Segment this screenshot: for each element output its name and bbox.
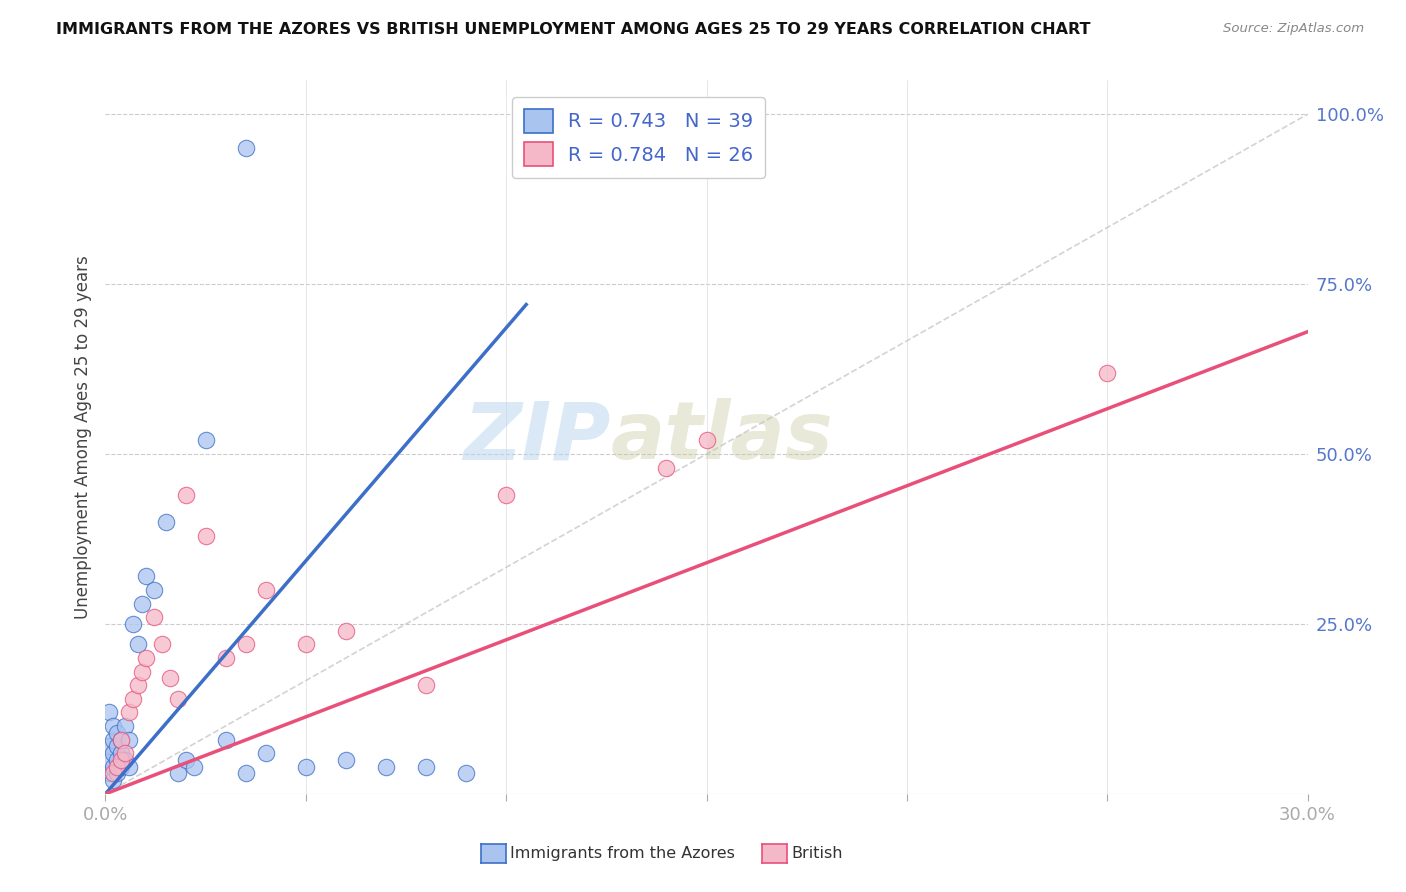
Point [122,617,145,632]
Point [214,732,236,747]
Point [174,753,197,767]
Point [103,719,125,733]
Text: IMMIGRANTS FROM THE AZORES VS BRITISH UNEMPLOYMENT AMONG AGES 25 TO 29 YEARS COR: IMMIGRANTS FROM THE AZORES VS BRITISH UN… [56,22,1091,37]
Point [295,637,318,651]
Point [103,732,125,747]
Point [335,753,357,767]
Point [114,719,136,733]
Point [166,691,188,706]
Point [166,766,188,780]
Point [174,488,197,502]
Point [454,766,477,780]
Point [235,766,257,780]
Point [183,760,205,774]
Point [235,637,257,651]
Text: Source: ZipAtlas.com: Source: ZipAtlas.com [1223,22,1364,36]
Point [655,460,678,475]
Point [98,706,121,720]
Point [110,760,132,774]
Point [107,725,129,739]
Point [374,760,398,774]
Text: ZIP: ZIP [463,398,610,476]
Point [103,766,125,780]
Point [135,569,157,583]
Point [415,760,437,774]
Point [110,732,132,747]
Point [107,760,129,774]
Point [194,434,217,448]
Point [110,753,132,767]
Point [114,753,136,767]
Point [127,678,149,692]
Point [155,515,177,529]
Text: atlas: atlas [610,398,834,476]
Point [135,651,157,665]
Point [295,760,318,774]
Point [254,746,277,760]
Point [131,597,153,611]
Point [127,637,149,651]
Point [335,624,357,638]
Point [131,665,153,679]
Point [122,691,145,706]
Point [107,753,129,767]
Point [118,760,141,774]
Y-axis label: Unemployment Among Ages 25 to 29 years: Unemployment Among Ages 25 to 29 years [73,255,91,619]
Point [103,760,125,774]
Point [118,732,141,747]
Point [1097,366,1119,380]
Point [103,746,125,760]
Point [495,488,517,502]
Point [194,528,217,542]
Point [118,706,141,720]
Point [150,637,173,651]
Text: Immigrants from the Azores: Immigrants from the Azores [510,847,735,861]
Point [107,739,129,754]
Point [98,753,121,767]
Point [235,141,257,155]
Point [98,739,121,754]
Text: British: British [792,847,844,861]
Point [142,582,165,597]
Point [415,678,437,692]
Point [107,766,129,780]
Point [103,773,125,788]
Point [114,746,136,760]
Point [110,746,132,760]
Point [254,582,277,597]
Point [142,610,165,624]
Point [214,651,236,665]
Legend: R = 0.743   N = 39, R = 0.784   N = 26: R = 0.743 N = 39, R = 0.784 N = 26 [512,97,765,178]
Point [98,766,121,780]
Point [110,732,132,747]
Point [696,434,718,448]
Point [159,671,181,685]
